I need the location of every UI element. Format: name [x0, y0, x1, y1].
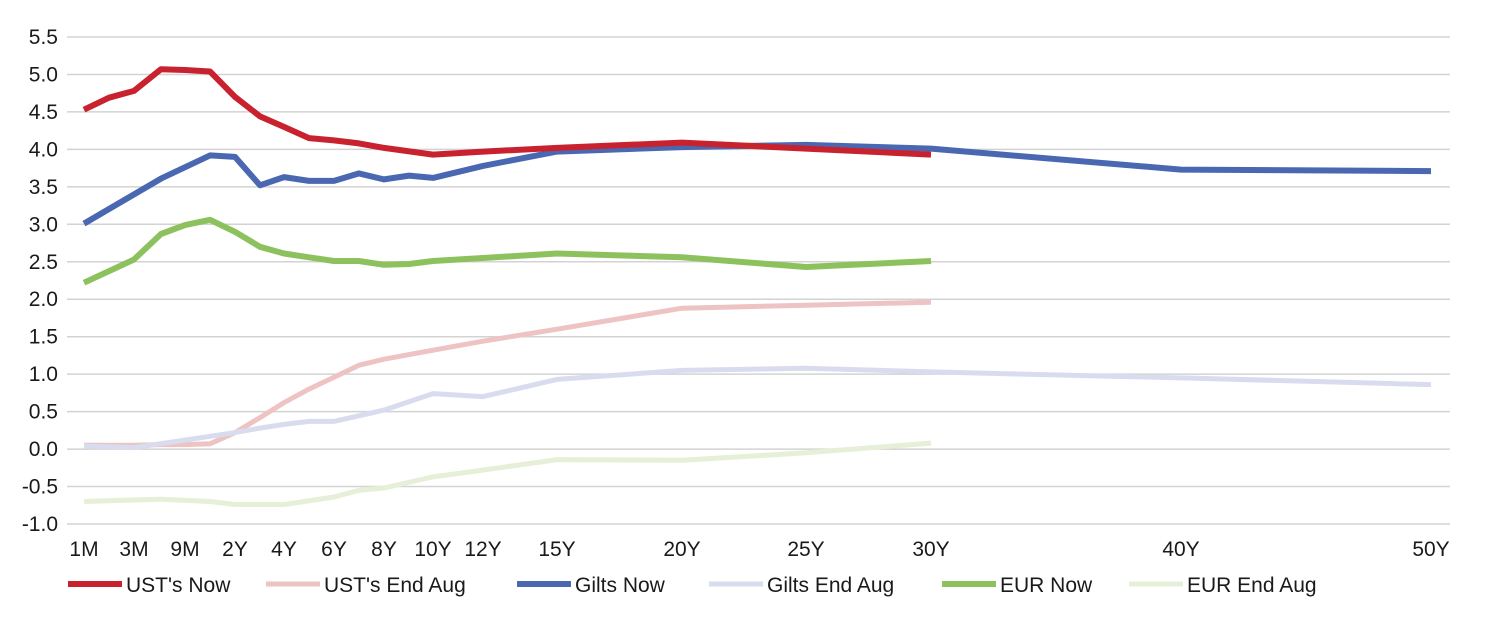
x-tick-label: 3M	[119, 538, 148, 561]
series-line-eur-end-aug	[83, 440, 932, 507]
y-tick-label: 0.0	[29, 438, 58, 461]
x-tick-label: 40Y	[1162, 538, 1199, 561]
y-tick-label: 5.0	[29, 63, 58, 86]
x-axis: 1M 3M 9M 2Y 4Y 6Y 8Y 10Y 12Y 15Y 20Y 25Y 30Y 40Y 50Y	[69, 538, 1449, 561]
y-tick-label: 2.5	[29, 251, 58, 274]
y-tick-label: 4.5	[29, 101, 58, 124]
y-tick-label: 3.0	[29, 213, 58, 236]
series-line-gilts-now	[82, 141, 1432, 227]
x-tick-label: 9M	[170, 538, 199, 561]
x-tick-label: 10Y	[414, 538, 451, 561]
legend: UST's Now UST's End Aug Gilts Now Gilts End…	[68, 574, 1317, 597]
y-tick-label: -0.5	[22, 476, 58, 499]
x-tick-label: 15Y	[538, 538, 575, 561]
y-tick-label: 3.5	[29, 176, 58, 199]
series-lines	[82, 66, 1432, 507]
x-tick-label: 50Y	[1412, 538, 1449, 561]
x-tick-label: 6Y	[321, 538, 347, 561]
legend-label-ust-s-end-aug: UST's End Aug	[324, 574, 466, 597]
x-tick-label: 4Y	[271, 538, 297, 561]
x-tick-label: 30Y	[912, 538, 949, 561]
legend-label-ust-s-now: UST's Now	[126, 574, 231, 597]
series-line-eur-now	[82, 216, 932, 286]
legend-label-eur-end-aug: EUR End Aug	[1187, 574, 1317, 597]
x-tick-label: 20Y	[663, 538, 700, 561]
legend-label-eur-now: EUR Now	[1000, 574, 1093, 597]
legend-label-gilts-now: Gilts Now	[575, 574, 666, 597]
x-tick-label: 2Y	[222, 538, 248, 561]
y-tick-label: 5.5	[29, 26, 58, 49]
x-tick-label: 25Y	[787, 538, 824, 561]
x-tick-label: 12Y	[464, 538, 501, 561]
x-tick-label: 8Y	[371, 538, 397, 561]
legend-label-gilts-end-aug: Gilts End Aug	[767, 574, 894, 597]
y-tick-label: 1.5	[29, 326, 58, 349]
series-line-ust-s-now	[82, 66, 932, 158]
gridlines	[67, 36, 1450, 525]
y-tick-label: 4.0	[29, 138, 58, 161]
series-line-gilts-end-aug	[83, 365, 1432, 451]
x-tick-label: 1M	[69, 538, 98, 561]
y-tick-label: 0.5	[29, 401, 58, 424]
y-tick-label: 1.0	[29, 363, 58, 386]
y-axis: 5.5 5.0 4.5 4.0 3.5 3.0 2.5 2.0 1.5 1.0 0.5 0.0 -0.5…	[22, 26, 58, 536]
y-tick-label: 2.0	[29, 288, 58, 311]
y-tick-label: -1.0	[22, 513, 58, 536]
